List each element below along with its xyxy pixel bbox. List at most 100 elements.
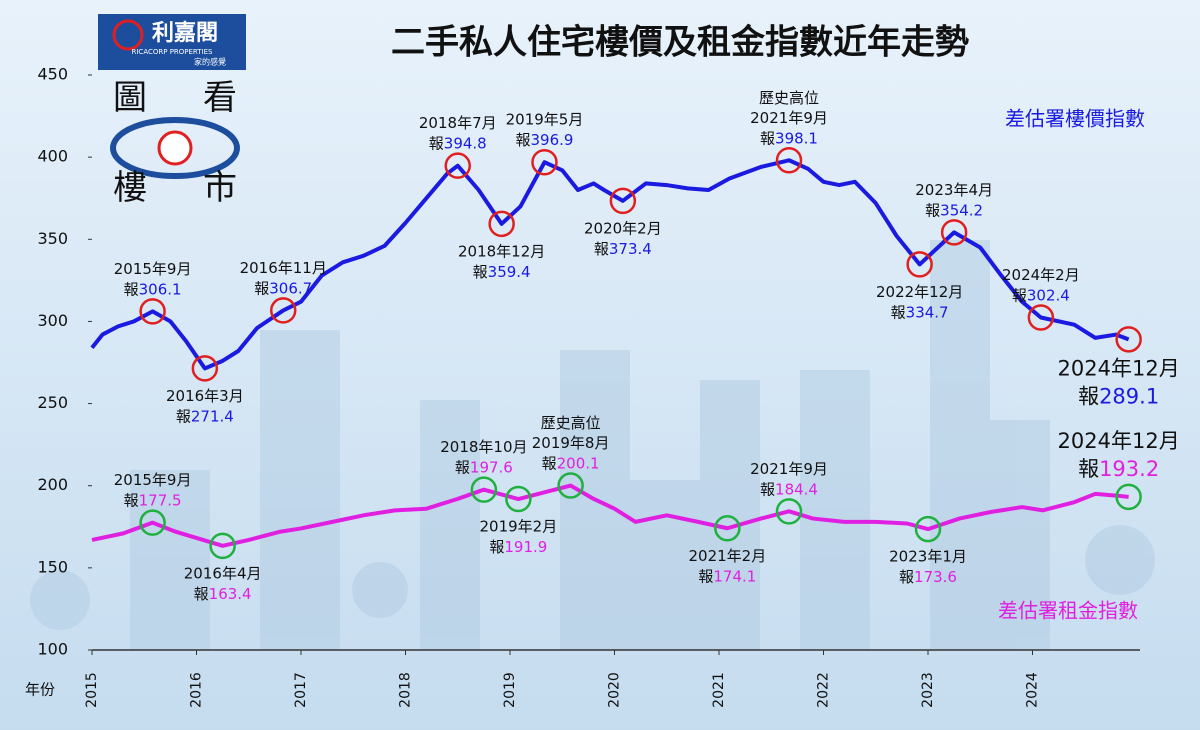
eye-icon (110, 117, 240, 179)
annotation-date: 2024年12月 (1058, 356, 1180, 380)
annotation-prefix: 報 (698, 567, 713, 585)
annotation-prefix: 報 (542, 454, 557, 472)
highlight-marker (775, 147, 803, 174)
annotation-prefix: 報 (1078, 457, 1099, 481)
annotation-date: 2019年2月 (480, 518, 558, 536)
highlight-marker (557, 472, 584, 499)
y-tick-label: 100 (37, 640, 68, 659)
annotation-value: 報163.4 (194, 584, 252, 602)
value-label: 193.2 (1099, 457, 1159, 481)
annotation-value: 報197.6 (455, 458, 513, 476)
annotation-date: 2019年5月 (506, 111, 584, 129)
annotation-prefix: 報 (1078, 384, 1099, 408)
city-silhouette (30, 240, 1155, 650)
annotation-date: 2019年8月 (532, 434, 610, 452)
highlight-marker (940, 219, 968, 246)
highlight-marker (139, 298, 166, 325)
x-axis-label: 年份 (25, 681, 55, 699)
series-line (90, 158, 1130, 371)
highlight-marker (444, 152, 471, 179)
logo-english: RICACORP PROPERTIES (132, 48, 214, 56)
x-tick-label: 2020 (607, 672, 623, 708)
value-label: 200.1 (557, 454, 600, 472)
annotation-date: 2024年2月 (1002, 266, 1080, 284)
annotation-value: 報373.4 (594, 239, 652, 257)
highlight-marker (470, 476, 498, 503)
badge-char: 圖 (113, 78, 147, 118)
annotation-value: 報306.7 (254, 279, 312, 297)
value-label: 354.2 (940, 201, 983, 219)
annotation-date: 2015年9月 (114, 260, 192, 278)
annotation-value: 報184.4 (760, 480, 818, 498)
annotation-date: 2016年3月 (166, 387, 244, 405)
logo-icon (112, 19, 144, 51)
y-tick-label: 250 (37, 393, 68, 412)
annotation-date: 2016年11月 (240, 259, 327, 277)
annotation-value: 報200.1 (542, 454, 600, 472)
annotation-date: 2021年9月 (750, 460, 828, 478)
annotation-prefix: 報 (176, 407, 191, 425)
highlight-marker (191, 355, 219, 382)
x-tick-label: 2018 (398, 672, 414, 708)
legend-entry: 差估署樓價指數 (1005, 107, 1145, 131)
annotation-date: 2015年9月 (114, 471, 192, 489)
annotation-value: 報394.8 (429, 134, 487, 152)
annotation-value: 報174.1 (698, 567, 756, 585)
annotation-date: 2018年12月 (458, 242, 545, 260)
value-label: 306.1 (139, 280, 182, 298)
highlight-marker (775, 498, 803, 525)
annotation-date: 2018年10月 (440, 438, 527, 456)
annotation-date: 2023年1月 (889, 548, 967, 566)
x-tick-label: 2021 (711, 672, 727, 708)
annotation-prefix: 報 (925, 201, 940, 219)
annotation-prefix: 報 (594, 239, 609, 257)
x-tick-label: 2015 (84, 672, 100, 708)
highlight-marker (1115, 326, 1142, 353)
annotation-value: 報173.6 (899, 568, 957, 586)
value-label: 191.9 (504, 538, 547, 556)
value-label: 302.4 (1027, 286, 1070, 304)
annotation-date: 2016年4月 (184, 564, 262, 582)
highlight-marker (914, 515, 942, 543)
highlight-marker (488, 210, 515, 238)
eye-pupil (157, 130, 193, 166)
x-tick-label: 2016 (189, 672, 205, 708)
annotation-note: 歷史高位 (541, 414, 601, 432)
legend-entry: 差估署租金指數 (998, 599, 1138, 623)
value-label: 373.4 (609, 239, 652, 257)
annotation-value: 報177.5 (124, 491, 182, 509)
annotation-value: 報193.2 (1078, 457, 1159, 481)
annotation-value: 報334.7 (891, 303, 949, 321)
logo-slogan: 家的感覺 (194, 57, 226, 67)
annotation-date: 2024年12月 (1058, 429, 1180, 453)
highlight-marker (1115, 483, 1142, 511)
value-label: 163.4 (209, 584, 252, 602)
annotation-prefix: 報 (760, 480, 775, 498)
value-label: 396.9 (531, 131, 574, 149)
annotation-date: 2021年9月 (750, 109, 828, 127)
logo-name: 利嘉閣 (152, 21, 218, 46)
annotation-value: 報289.1 (1078, 384, 1159, 408)
highlight-marker (269, 297, 297, 324)
annotation-prefix: 報 (516, 131, 531, 149)
series-line (91, 483, 1129, 548)
annotation-value: 報191.9 (489, 538, 547, 556)
highlight-marker (139, 509, 166, 536)
annotation-value: 報359.4 (473, 262, 531, 280)
x-tick-label: 2022 (816, 672, 832, 708)
annotation-prefix: 報 (124, 491, 139, 509)
annotation-prefix: 報 (429, 134, 444, 152)
value-label: 394.8 (444, 134, 487, 152)
highlight-marker (714, 515, 741, 542)
annotation-prefix: 報 (473, 262, 488, 280)
y-tick-label: 150 (37, 557, 68, 576)
annotation-prefix: 報 (194, 584, 209, 602)
highlight-marker (505, 485, 532, 513)
badge-char: 市 (203, 168, 237, 208)
highlight-marker (1027, 304, 1055, 331)
y-tick-label: 200 (37, 475, 68, 494)
annotation-prefix: 報 (1012, 286, 1027, 304)
annotation-value: 報306.1 (124, 280, 182, 298)
annotation-prefix: 報 (455, 458, 470, 476)
annotation-date: 2021年2月 (689, 547, 767, 565)
